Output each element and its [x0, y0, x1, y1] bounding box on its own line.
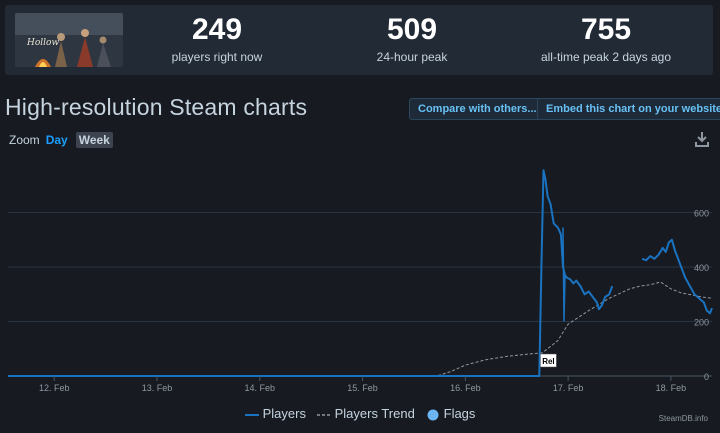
- legend-flags-label: Flags: [443, 406, 476, 421]
- legend-players[interactable]: Players: [245, 406, 306, 421]
- game-thumbnail[interactable]: Hollow: [15, 13, 123, 67]
- x-tick-label: 17. Feb: [553, 383, 584, 393]
- embed-chart-button[interactable]: Embed this chart on your website: [537, 98, 720, 120]
- current-players-label: players right now: [171, 50, 263, 64]
- y-tick-label: 400: [694, 263, 709, 273]
- current-players-value: 249: [191, 13, 243, 46]
- stat-24h-peak: 509 24-hour peak: [322, 13, 502, 65]
- legend-players-label: Players: [262, 406, 306, 421]
- alltime-peak-value: 755: [580, 13, 632, 46]
- players-line-spike[interactable]: [562, 227, 566, 322]
- zoom-week-button[interactable]: Week: [75, 132, 113, 148]
- legend-players-swatch: [245, 413, 259, 416]
- x-tick-label: 15. Feb: [347, 383, 378, 393]
- legend-trend-swatch: [317, 413, 331, 416]
- legend-players-trend[interactable]: Players Trend: [317, 406, 415, 421]
- zoom-controls: Zoom Day Week: [9, 132, 113, 148]
- x-tick-label: 16. Feb: [450, 383, 481, 393]
- x-tick-label: 13. Feb: [142, 383, 173, 393]
- svg-text:Hollow: Hollow: [26, 38, 59, 48]
- y-tick-label: 600: [694, 209, 709, 219]
- release-flag-label: Rel: [542, 357, 554, 366]
- page-title: High-resolution Steam charts: [5, 94, 308, 120]
- stats-bar: Hollow 249 players right now 509 24-hour…: [5, 5, 713, 75]
- compare-button[interactable]: Compare with others...: [409, 98, 546, 120]
- x-tick-label: 14. Feb: [245, 383, 276, 393]
- x-tick-label: 18. Feb: [656, 383, 687, 393]
- steamdb-watermark: SteamDB.info: [658, 414, 708, 423]
- stat-current-players: 249 players right now: [127, 13, 307, 65]
- y-tick-label: 0: [704, 372, 709, 382]
- stat-alltime-peak: 755 all-time peak 2 days ago: [516, 13, 696, 65]
- players-line-segment-1[interactable]: [8, 169, 614, 377]
- release-flag[interactable]: Rel: [540, 353, 557, 368]
- peak-24h-value: 509: [386, 13, 438, 46]
- peak-24h-label: 24-hour peak: [376, 50, 448, 64]
- legend-flags-swatch: [427, 409, 439, 421]
- game-art-image: Hollow: [15, 13, 123, 67]
- y-tick-label: 200: [694, 318, 709, 328]
- player-chart[interactable]: 12. Feb 13. Feb 14. Feb 15. Feb 16. Feb 17. F…: [0, 150, 720, 400]
- legend-flags[interactable]: Flags: [426, 406, 475, 421]
- players-line-segment-2[interactable]: [641, 238, 713, 315]
- download-icon[interactable]: [694, 131, 710, 147]
- players-trend-line[interactable]: [8, 281, 713, 377]
- x-tick-label: 12. Feb: [39, 383, 70, 393]
- release-flag-box: [540, 353, 557, 368]
- zoom-label: Zoom: [9, 133, 40, 147]
- zoom-day-button[interactable]: Day: [45, 133, 68, 147]
- alltime-peak-label: all-time peak 2 days ago: [540, 50, 672, 64]
- legend-trend-label: Players Trend: [334, 406, 415, 421]
